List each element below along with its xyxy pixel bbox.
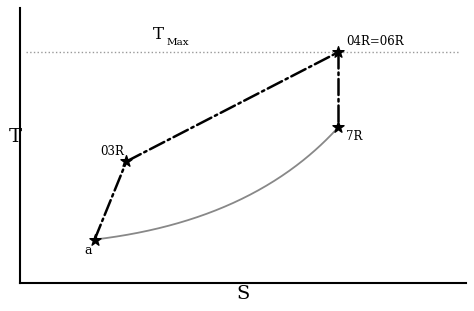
Point [335, 49, 342, 54]
Text: 7R: 7R [346, 130, 363, 143]
Y-axis label: T: T [9, 128, 21, 146]
Point [123, 159, 130, 164]
Text: 03R: 03R [100, 145, 124, 158]
Point [335, 125, 342, 130]
Text: 04R=06R: 04R=06R [346, 35, 404, 48]
X-axis label: S: S [237, 285, 250, 303]
Point [91, 237, 99, 242]
Text: Max: Max [166, 38, 189, 47]
Text: a: a [84, 244, 92, 257]
Text: T: T [153, 26, 164, 43]
